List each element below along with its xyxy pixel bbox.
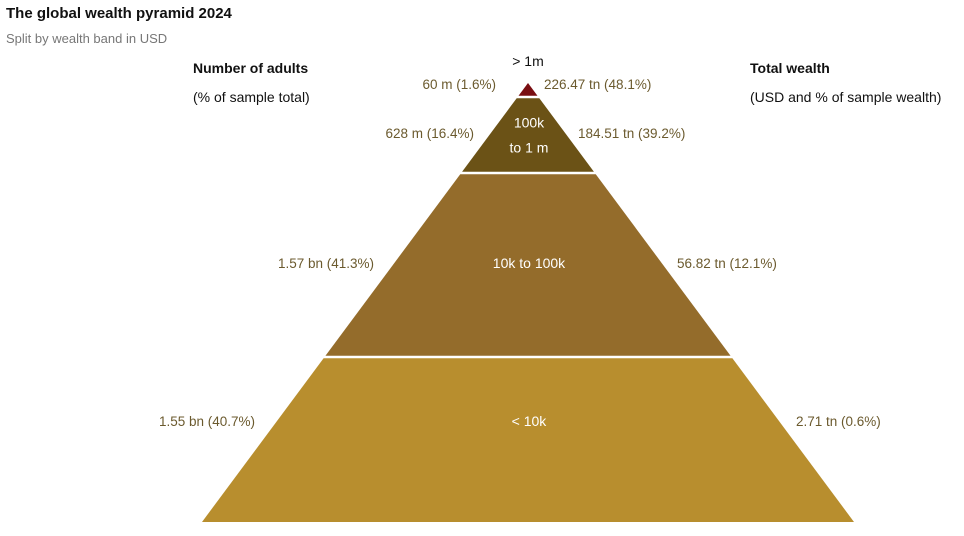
chart-title: The global wealth pyramid 2024	[6, 5, 232, 22]
wealth-label-0: 226.47 tn (48.1%)	[544, 77, 651, 92]
wealth-label-1: 184.51 tn (39.2%)	[578, 126, 685, 141]
pyramid-band-0	[518, 83, 538, 96]
right-header-title: Total wealth	[750, 60, 830, 76]
pyramid-band-1	[462, 98, 594, 172]
band-label-3: < 10k	[512, 413, 548, 429]
band-label-1-line-1: to 1 m	[510, 140, 549, 156]
band-label-1-line-0: 100k	[514, 115, 545, 131]
chart-subtitle: Split by wealth band in USD	[6, 31, 168, 46]
band-label-2: 10k to 100k	[493, 255, 566, 271]
pyramid-band-3	[202, 358, 854, 522]
wealth-label-2: 56.82 tn (12.1%)	[677, 256, 777, 271]
right-header-subtitle: (USD and % of sample wealth)	[750, 89, 942, 105]
adults-label-0: 60 m (1.6%)	[422, 77, 496, 92]
adults-label-2: 1.57 bn (41.3%)	[278, 256, 374, 271]
pyramid-band-2	[325, 174, 731, 356]
left-header-title: Number of adults	[193, 60, 309, 76]
adults-label-3: 1.55 bn (40.7%)	[159, 414, 255, 429]
adults-label-1: 628 m (16.4%)	[385, 126, 474, 141]
left-header-subtitle: (% of sample total)	[193, 89, 310, 105]
band-label-0: > 1m	[512, 53, 544, 69]
wealth-label-3: 2.71 tn (0.6%)	[796, 414, 881, 429]
